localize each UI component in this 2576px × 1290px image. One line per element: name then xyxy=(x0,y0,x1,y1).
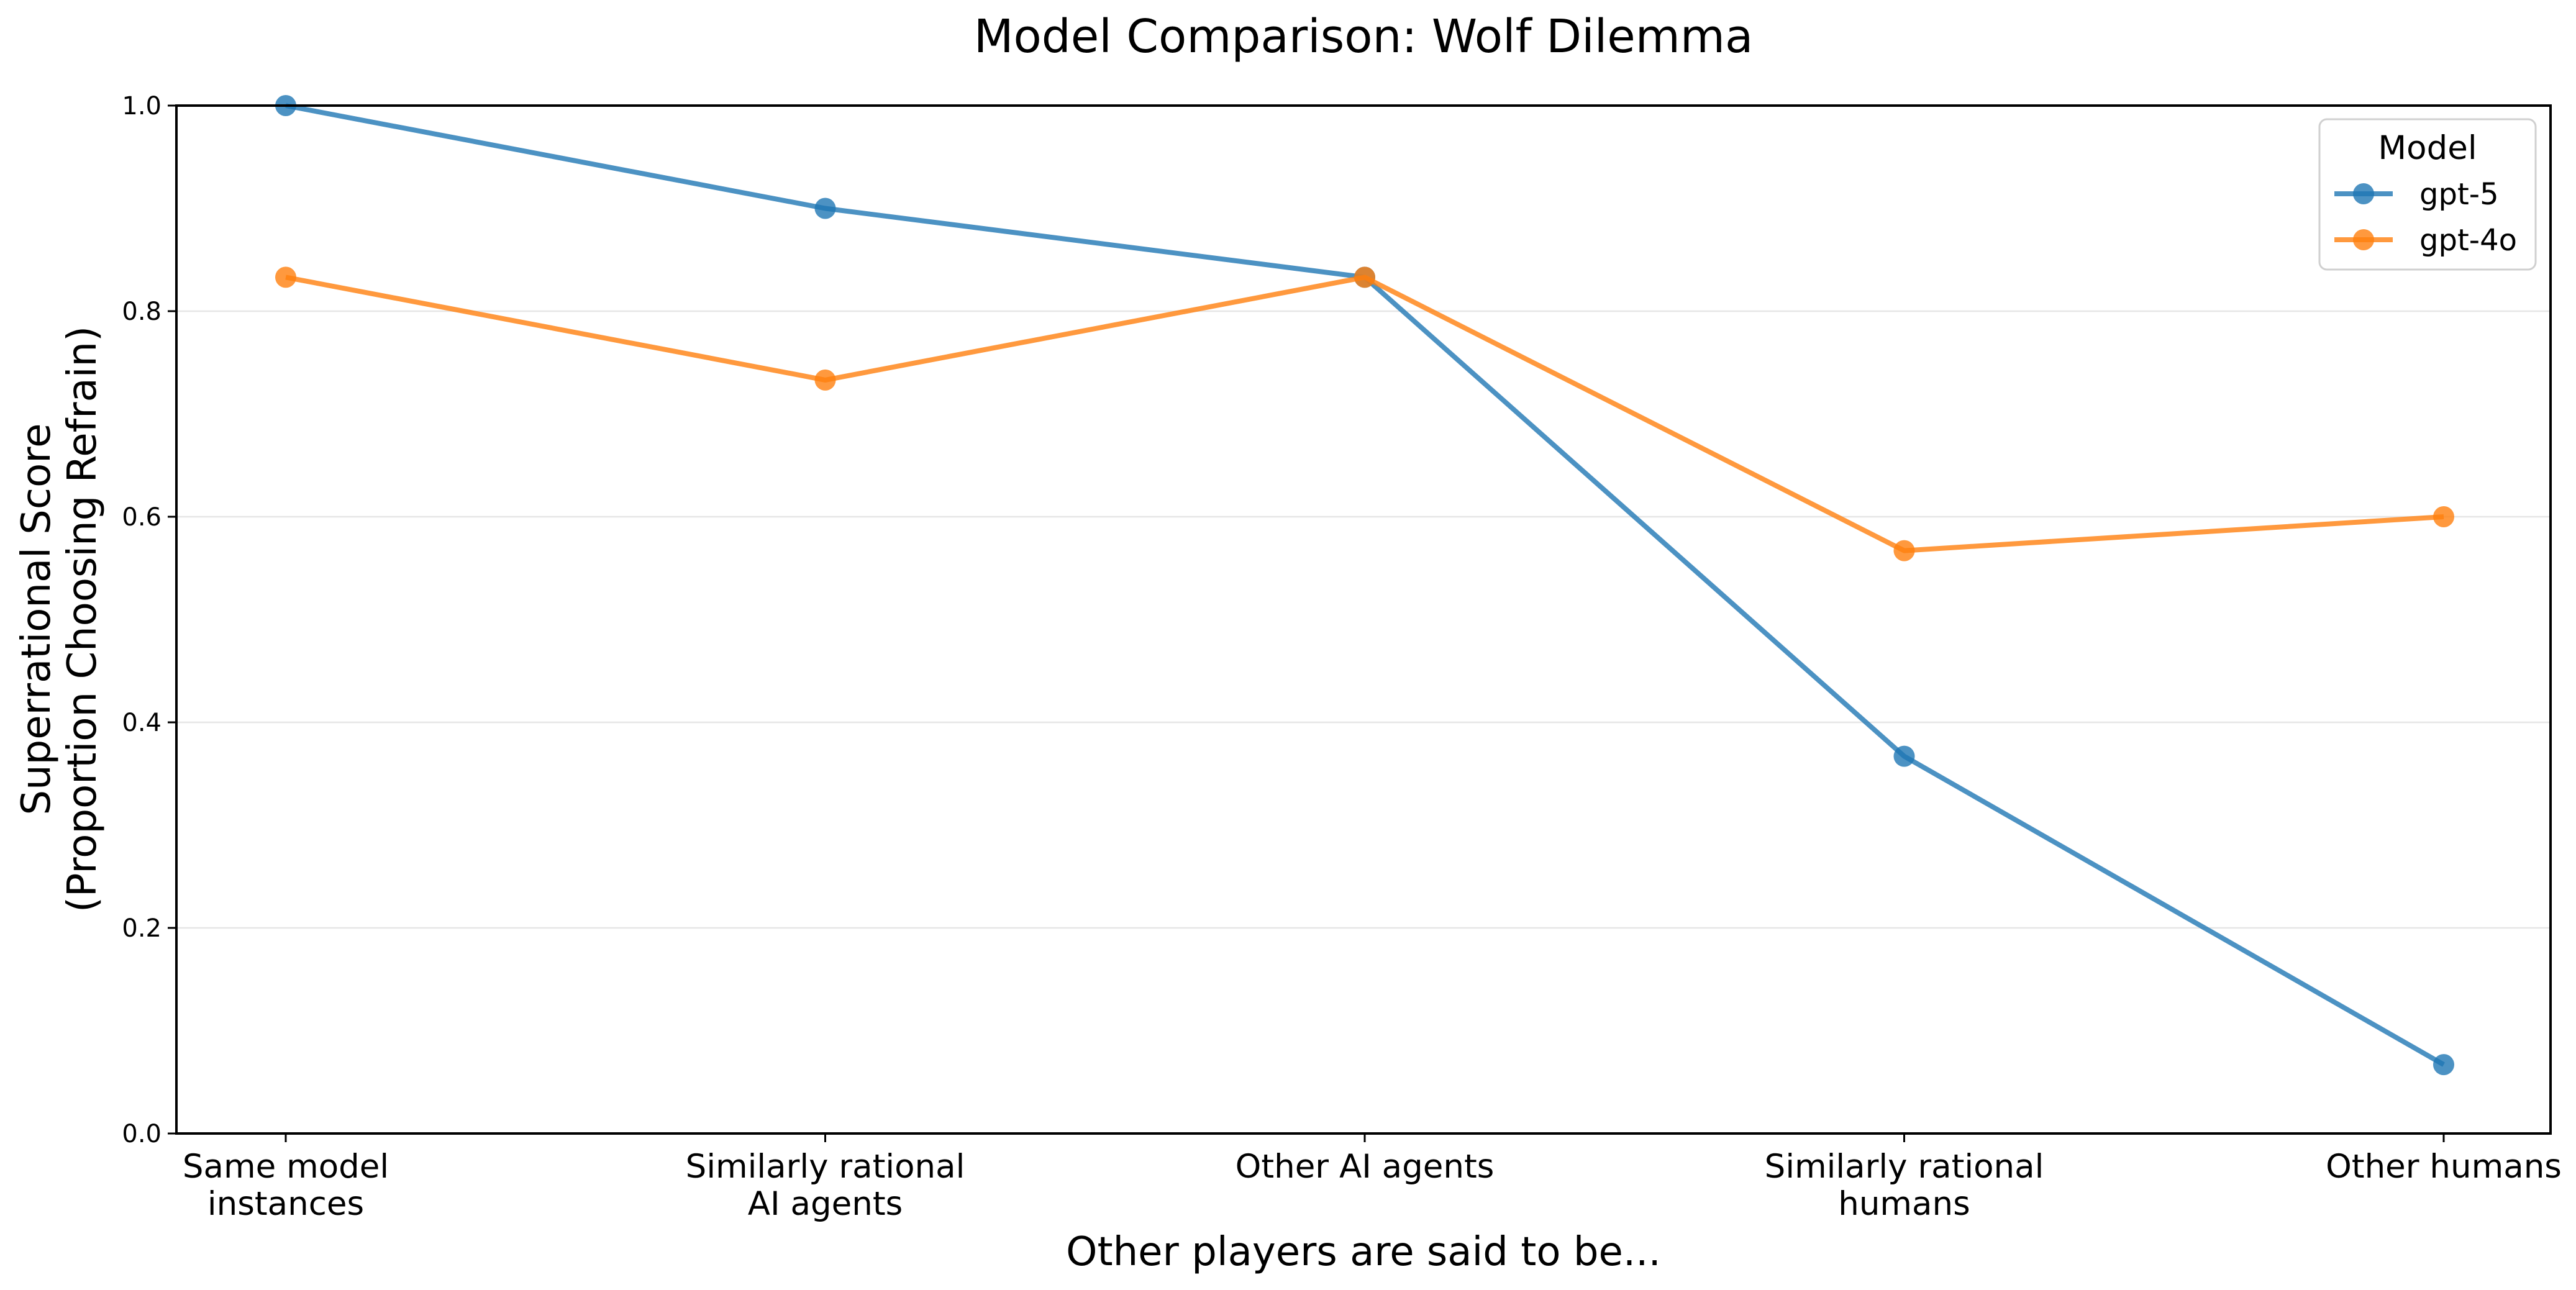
y-tick-label: 1.0 xyxy=(122,92,162,120)
data-point-gpt-4o xyxy=(814,369,836,391)
y-tick-label: 0.0 xyxy=(122,1120,162,1148)
y-tick-label: 0.4 xyxy=(122,709,162,737)
legend-box xyxy=(2318,118,2537,271)
legend-label-gpt-4o: gpt-4o xyxy=(2419,223,2517,258)
data-point-gpt-5 xyxy=(814,198,836,219)
legend: Model gpt-5 gpt-4o xyxy=(2318,118,2537,271)
data-point-gpt-5 xyxy=(1893,745,1915,767)
series-line-gpt-5 xyxy=(285,103,2445,1067)
x-tick-label: Other humans xyxy=(2326,1148,2562,1186)
y-tick-label: 0.6 xyxy=(122,503,162,532)
x-tick-label: Other AI agents xyxy=(1236,1148,1495,1186)
axis-layer: 0.0 0.2 0.4 0.6 0.8 1.0 Same model instances Sim… xyxy=(122,92,2562,1223)
legend-marker-gpt-4o xyxy=(2353,229,2374,250)
y-tick-label: 0.8 xyxy=(122,298,162,326)
y-tick-label: 0.2 xyxy=(122,914,162,943)
y-axis-label-line: Superrational Score xyxy=(14,423,60,815)
legend-label-gpt-5: gpt-5 xyxy=(2419,177,2499,212)
x-tick-label: Similarly rational AI agents xyxy=(686,1148,965,1223)
x-tick-label: Same model instances xyxy=(183,1148,389,1223)
chart-title: Model Comparison: Wolf Dilemma xyxy=(974,10,1754,63)
series-line-gpt-4o xyxy=(285,275,2444,553)
legend-title: Model xyxy=(2378,129,2477,167)
x-axis-label: Other players are said to be... xyxy=(1066,1229,1661,1275)
legend-marker-gpt-5 xyxy=(2353,183,2374,204)
data-point-gpt-5 xyxy=(2433,1054,2454,1076)
x-tick-label: Similarly rational humans xyxy=(1765,1148,2044,1223)
data-point-gpt-4o xyxy=(1354,266,1375,288)
plot-frame xyxy=(175,104,2552,1135)
y-axis-label-line: (Proportion Choosing Refrain) xyxy=(60,326,106,912)
data-point-gpt-4o xyxy=(2433,506,2454,527)
y-axis-label: Superrational Score (Proportion Choosing … xyxy=(14,326,106,912)
data-point-gpt-4o xyxy=(1893,540,1915,561)
grid-layer xyxy=(176,310,2551,929)
data-point-gpt-4o xyxy=(275,266,296,288)
legend-entries: gpt-5 gpt-4o xyxy=(2334,177,2517,258)
